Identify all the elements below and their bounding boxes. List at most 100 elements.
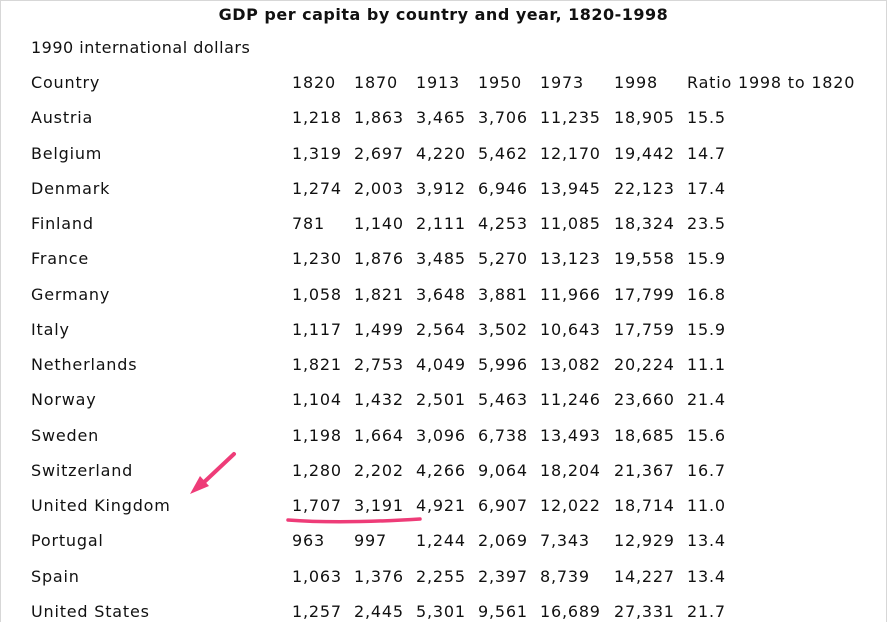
value-cell: 5,462 bbox=[478, 143, 528, 163]
column-header: Ratio 1998 to 1820 bbox=[687, 73, 856, 92]
value-cell: 1,104 bbox=[292, 390, 342, 410]
value-cell: 13.4 bbox=[687, 566, 726, 586]
value-cell: 6,738 bbox=[478, 425, 528, 445]
value-cell: 16.7 bbox=[687, 460, 726, 480]
table-row: Norway 1,104 1,432 2,501 5,463 11,246 23,660 21… bbox=[0, 390, 887, 414]
value-cell: 1,244 bbox=[416, 531, 466, 551]
highlight-underline bbox=[286, 517, 422, 524]
value-cell: 19,558 bbox=[614, 249, 675, 269]
value-cell: 5,463 bbox=[478, 390, 528, 410]
value-cell: 781 bbox=[292, 214, 325, 233]
country-cell: Austria bbox=[31, 108, 94, 128]
country-cell: Belgium bbox=[31, 143, 103, 163]
value-cell: 4,921 bbox=[416, 496, 466, 515]
value-cell: 3,502 bbox=[478, 319, 528, 339]
table-row: France 1,230 1,876 3,485 5,270 13,123 19,558 15… bbox=[0, 249, 887, 273]
country-cell: Sweden bbox=[31, 425, 100, 445]
value-cell: 9,064 bbox=[478, 460, 528, 480]
value-cell: 13,493 bbox=[540, 425, 601, 445]
value-cell: 5,270 bbox=[478, 249, 528, 269]
country-cell: United Kingdom bbox=[31, 496, 171, 515]
table-row: Finland 781 1,140 2,111 4,253 11,085 18,324 23.… bbox=[0, 214, 887, 238]
table-row: United States 1,257 2,445 5,301 9,561 16,689 2… bbox=[0, 602, 887, 626]
table-row: Sweden 1,198 1,664 3,096 6,738 13,493 18,685 15… bbox=[0, 426, 887, 450]
value-cell: 11,085 bbox=[540, 214, 601, 233]
country-cell: Denmark bbox=[31, 178, 111, 198]
value-cell: 1,274 bbox=[292, 178, 342, 198]
value-cell: 11.0 bbox=[687, 496, 726, 515]
value-cell: 5,996 bbox=[478, 355, 528, 374]
value-cell: 23,660 bbox=[614, 390, 675, 410]
value-cell: 11.1 bbox=[687, 355, 726, 374]
value-cell: 1,058 bbox=[292, 284, 342, 304]
country-cell: France bbox=[31, 249, 90, 269]
value-cell: 18,685 bbox=[614, 425, 675, 445]
value-cell: 20,224 bbox=[614, 355, 675, 374]
value-cell: 15.9 bbox=[687, 249, 726, 269]
value-cell: 3,096 bbox=[416, 425, 466, 445]
value-cell: 1,257 bbox=[292, 601, 342, 621]
value-cell: 2,753 bbox=[354, 355, 404, 374]
value-cell: 11,966 bbox=[540, 284, 601, 304]
value-cell: 2,069 bbox=[478, 531, 528, 551]
value-cell: 15.9 bbox=[687, 319, 726, 339]
value-cell: 3,648 bbox=[416, 284, 466, 304]
country-cell: Germany bbox=[31, 284, 111, 304]
value-cell: 21.7 bbox=[687, 601, 726, 621]
value-cell: 14,227 bbox=[614, 566, 675, 586]
value-cell: 4,266 bbox=[416, 460, 466, 480]
country-cell: United States bbox=[31, 601, 150, 621]
value-cell: 1,198 bbox=[292, 425, 342, 445]
value-cell: 1,140 bbox=[354, 214, 404, 233]
value-cell: 12,170 bbox=[540, 143, 601, 163]
table-row: United Kingdom 1,707 3,191 4,921 6,907 12,022… bbox=[0, 496, 887, 520]
table-row: Denmark 1,274 2,003 3,912 6,946 13,945 22,123 1… bbox=[0, 179, 887, 203]
value-cell: 3,912 bbox=[416, 178, 466, 198]
value-cell: 1,376 bbox=[354, 566, 404, 586]
value-cell: 1,319 bbox=[292, 143, 342, 163]
value-cell: 15.5 bbox=[687, 108, 726, 128]
value-cell: 12,022 bbox=[540, 496, 601, 515]
value-cell: 2,397 bbox=[478, 566, 528, 586]
value-cell: 4,253 bbox=[478, 214, 528, 233]
column-header: 1998 bbox=[614, 73, 658, 92]
value-cell: 2,202 bbox=[354, 460, 404, 480]
value-cell: 15.6 bbox=[687, 425, 726, 445]
value-cell: 4,049 bbox=[416, 355, 466, 374]
value-cell: 13,945 bbox=[540, 178, 601, 198]
table-row: Italy 1,117 1,499 2,564 3,502 10,643 17,759 15.… bbox=[0, 320, 887, 344]
value-cell: 13.4 bbox=[687, 531, 726, 551]
value-cell: 1,707 bbox=[292, 496, 342, 515]
country-cell: Netherlands bbox=[31, 355, 138, 374]
value-cell: 18,324 bbox=[614, 214, 675, 233]
value-cell: 1,063 bbox=[292, 566, 342, 586]
value-cell: 22,123 bbox=[614, 178, 675, 198]
value-cell: 16.8 bbox=[687, 284, 726, 304]
table-title: GDP per capita by country and year, 1820… bbox=[218, 5, 669, 24]
table-row: Germany 1,058 1,821 3,648 3,881 11,966 17,799 1… bbox=[0, 285, 887, 309]
value-cell: 6,907 bbox=[478, 496, 528, 515]
value-cell: 13,082 bbox=[540, 355, 601, 374]
column-header: 1870 bbox=[354, 73, 398, 92]
value-cell: 4,220 bbox=[416, 143, 466, 163]
value-cell: 8,739 bbox=[540, 566, 590, 586]
value-cell: 1,218 bbox=[292, 108, 342, 128]
value-cell: 5,301 bbox=[416, 601, 466, 621]
value-cell: 2,111 bbox=[416, 214, 466, 233]
column-header: 1913 bbox=[416, 73, 460, 92]
value-cell: 963 bbox=[292, 531, 325, 551]
value-cell: 1,863 bbox=[354, 108, 404, 128]
value-cell: 6,946 bbox=[478, 178, 528, 198]
country-cell: Switzerland bbox=[31, 460, 134, 480]
value-cell: 1,117 bbox=[292, 319, 342, 339]
value-cell: 12,929 bbox=[614, 531, 675, 551]
table-subtitle: 1990 international dollars bbox=[31, 38, 251, 57]
value-cell: 1,821 bbox=[292, 355, 342, 374]
value-cell: 2,255 bbox=[416, 566, 466, 586]
value-cell: 1,876 bbox=[354, 249, 404, 269]
value-cell: 1,280 bbox=[292, 460, 342, 480]
value-cell: 997 bbox=[354, 531, 387, 551]
value-cell: 3,881 bbox=[478, 284, 528, 304]
table-row: Belgium 1,319 2,697 4,220 5,462 12,170 19,442 1… bbox=[0, 144, 887, 168]
